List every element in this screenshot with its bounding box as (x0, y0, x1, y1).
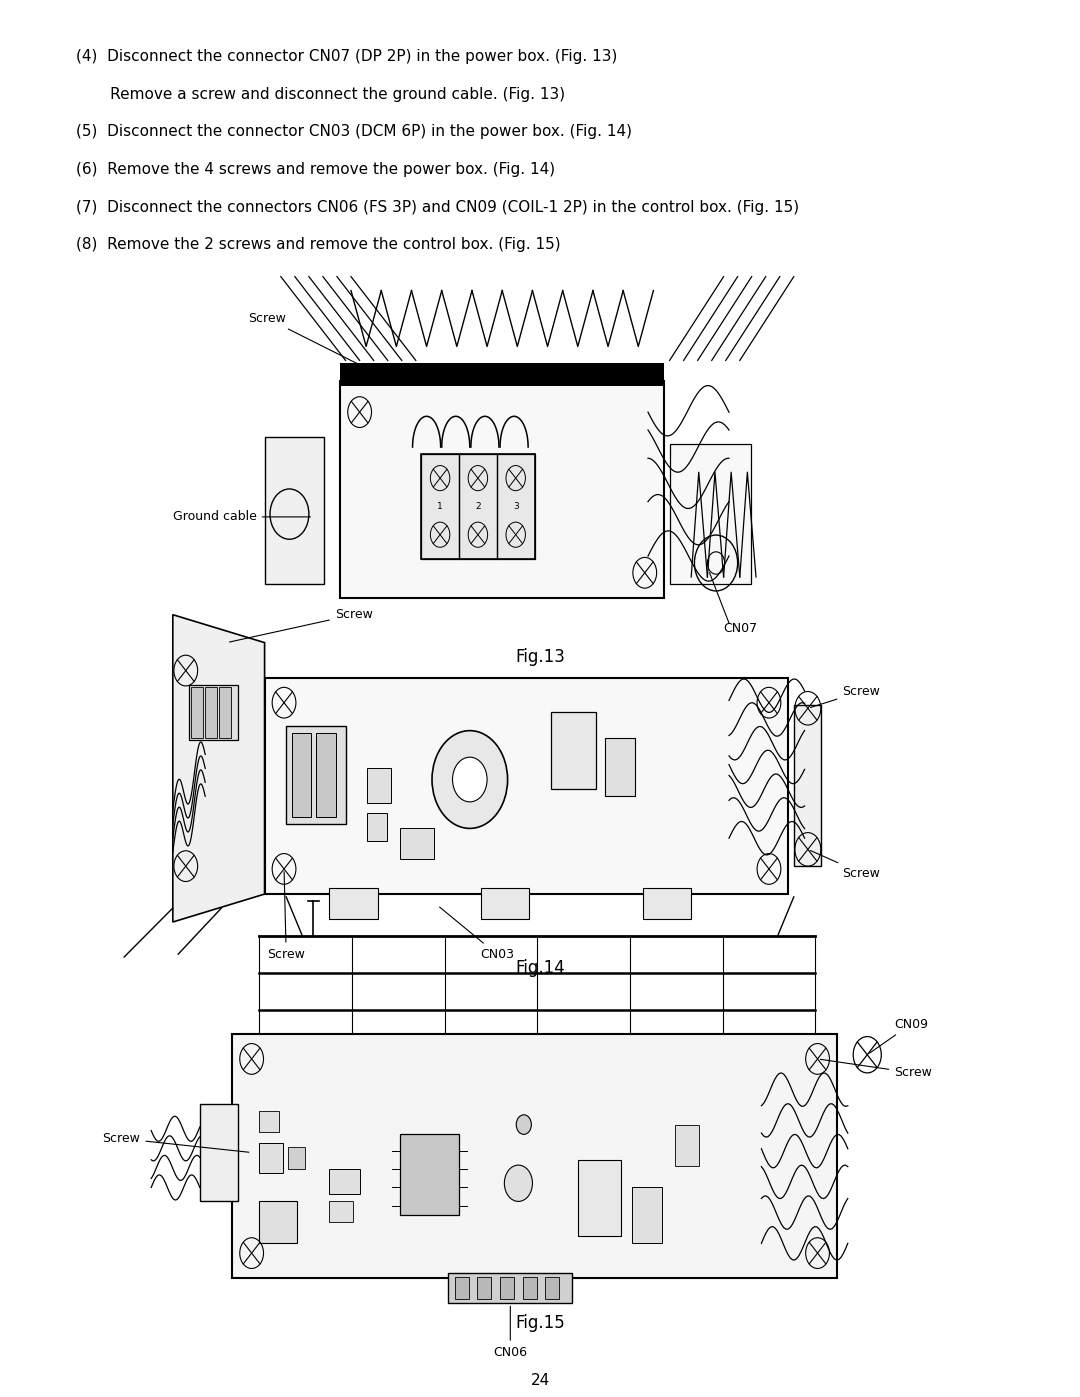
Bar (551, 712, 596, 789)
Text: CN09: CN09 (869, 1017, 928, 1053)
Bar (459, 454, 497, 559)
Bar (286, 726, 346, 824)
Bar (477, 1277, 491, 1299)
Bar (340, 381, 664, 598)
Bar (259, 1111, 279, 1132)
Text: 2: 2 (475, 502, 481, 511)
Bar (205, 687, 217, 738)
Text: CN07: CN07 (724, 622, 758, 636)
Text: Screw: Screw (810, 851, 880, 880)
Text: Screw: Screw (810, 685, 880, 707)
Bar (340, 363, 664, 386)
Text: 1: 1 (437, 502, 443, 511)
Text: (6)  Remove the 4 screws and remove the power box. (Fig. 14): (6) Remove the 4 screws and remove the p… (76, 162, 555, 177)
Text: Remove a screw and disconnect the ground cable. (Fig. 13): Remove a screw and disconnect the ground… (76, 87, 565, 102)
Text: Fig.14: Fig.14 (515, 960, 565, 977)
Text: (8)  Remove the 2 screws and remove the control box. (Fig. 15): (8) Remove the 2 screws and remove the c… (76, 237, 561, 253)
Bar (316, 733, 336, 817)
Text: (4)  Disconnect the connector CN07 (DP 2P) in the power box. (Fig. 13): (4) Disconnect the connector CN07 (DP 2P… (76, 49, 617, 64)
Bar (329, 1169, 360, 1194)
Bar (632, 1187, 662, 1243)
Bar (367, 768, 391, 803)
Circle shape (504, 1165, 532, 1201)
Text: Screw: Screw (103, 1132, 248, 1153)
Polygon shape (173, 615, 265, 922)
Bar (367, 813, 387, 841)
Bar (400, 828, 434, 859)
Text: (5)  Disconnect the connector CN03 (DCM 6P) in the power box. (Fig. 14): (5) Disconnect the connector CN03 (DCM 6… (76, 124, 632, 140)
Bar (578, 1160, 621, 1236)
Text: CN03: CN03 (440, 907, 514, 961)
Bar (329, 1201, 353, 1222)
Bar (448, 1273, 572, 1303)
Text: Ground cable: Ground cable (173, 510, 310, 524)
Bar (794, 705, 821, 866)
Bar (329, 888, 378, 919)
Bar (643, 888, 691, 919)
Bar (545, 1277, 559, 1299)
Bar (200, 1104, 238, 1201)
Text: (7)  Disconnect the connectors CN06 (FS 3P) and CN09 (COIL-1 2P) in the control : (7) Disconnect the connectors CN06 (FS 3… (76, 200, 799, 215)
Bar (670, 444, 751, 584)
Bar (523, 1277, 537, 1299)
Bar (259, 1143, 283, 1173)
Bar (232, 1034, 837, 1278)
Bar (421, 454, 459, 559)
Bar (481, 888, 529, 919)
Bar (400, 1134, 459, 1215)
Bar (497, 454, 535, 559)
Bar (675, 1125, 699, 1166)
Bar (219, 687, 231, 738)
Bar (288, 1147, 305, 1169)
Text: Screw: Screw (821, 1059, 932, 1080)
Bar (259, 1201, 297, 1243)
Text: Screw: Screw (267, 872, 306, 961)
Bar (191, 687, 203, 738)
Circle shape (453, 757, 487, 802)
Bar (421, 454, 535, 559)
Text: Screw: Screw (230, 608, 373, 643)
Text: 3: 3 (513, 502, 518, 511)
Bar (605, 738, 635, 796)
Bar (455, 1277, 469, 1299)
Text: CN06: CN06 (494, 1306, 527, 1359)
Bar (292, 733, 311, 817)
Text: Screw: Screw (248, 312, 368, 369)
Bar (500, 1277, 514, 1299)
Circle shape (516, 1115, 531, 1134)
Text: Fig.13: Fig.13 (515, 648, 565, 665)
Text: Fig.15: Fig.15 (515, 1315, 565, 1331)
Text: 24: 24 (530, 1373, 550, 1387)
Bar (265, 678, 788, 894)
Bar (189, 685, 238, 740)
Circle shape (432, 731, 508, 828)
Bar (265, 437, 324, 584)
